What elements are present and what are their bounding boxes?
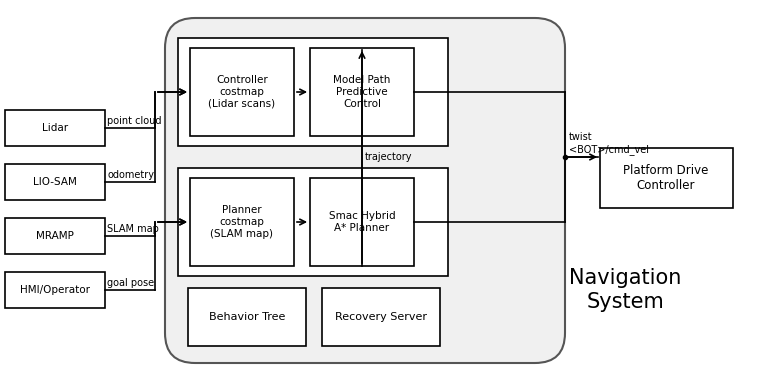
Bar: [178, 168, 448, 276]
Bar: [188, 288, 306, 346]
Text: trajectory: trajectory: [365, 152, 413, 162]
Bar: [5, 272, 105, 308]
Text: HMI/Operator: HMI/Operator: [20, 285, 90, 295]
Text: LIO-SAM: LIO-SAM: [33, 177, 77, 187]
Text: Navigation
System: Navigation System: [568, 268, 681, 312]
Text: Platform Drive
Controller: Platform Drive Controller: [623, 164, 709, 192]
Text: goal pose: goal pose: [107, 278, 154, 288]
Text: odometry: odometry: [107, 170, 154, 180]
FancyBboxPatch shape: [165, 18, 565, 363]
Text: Planner
costmap
(SLAM map): Planner costmap (SLAM map): [211, 205, 273, 239]
Bar: [5, 164, 105, 200]
Text: point cloud: point cloud: [107, 116, 162, 126]
Text: Model Path
Predictive
Control: Model Path Predictive Control: [333, 75, 391, 109]
Text: SLAM map: SLAM map: [107, 224, 159, 234]
Bar: [5, 218, 105, 254]
Bar: [190, 178, 294, 266]
Bar: [600, 148, 733, 208]
Bar: [190, 48, 294, 136]
Text: Behavior Tree: Behavior Tree: [209, 312, 285, 322]
Text: MRAMP: MRAMP: [36, 231, 74, 241]
Text: Smac Hybrid
A* Planner: Smac Hybrid A* Planner: [329, 211, 395, 233]
Bar: [310, 48, 414, 136]
Text: Lidar: Lidar: [42, 123, 68, 133]
Text: Recovery Server: Recovery Server: [335, 312, 427, 322]
Bar: [178, 38, 448, 146]
Text: twist
<BOT>/cmd_vel: twist <BOT>/cmd_vel: [569, 133, 649, 155]
Text: Controller
costmap
(Lidar scans): Controller costmap (Lidar scans): [208, 75, 275, 109]
Bar: [322, 288, 440, 346]
Bar: [310, 178, 414, 266]
Bar: [5, 110, 105, 146]
